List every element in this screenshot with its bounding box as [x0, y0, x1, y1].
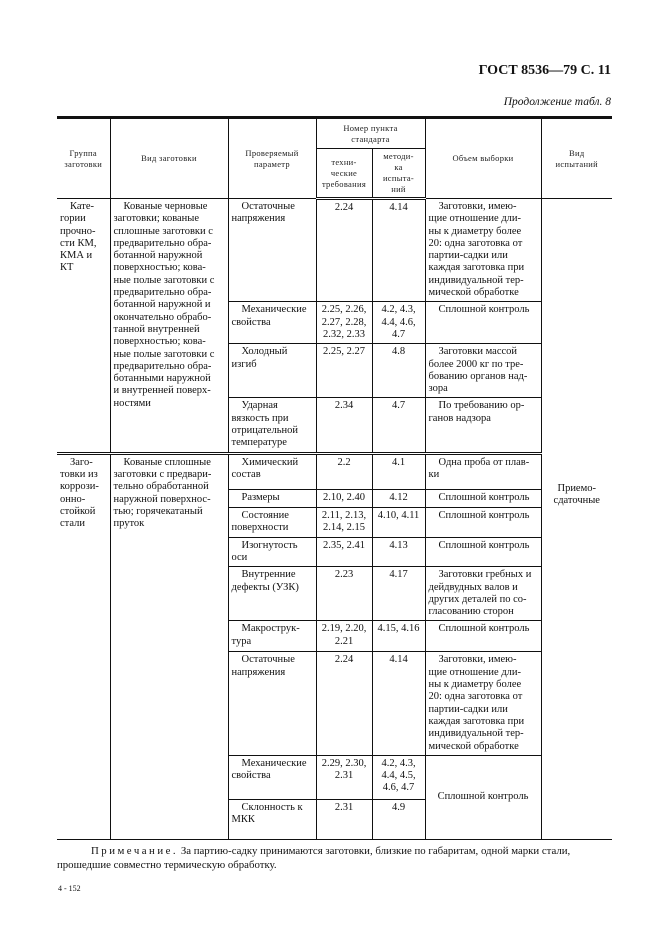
tech-cell: 2.31	[315, 798, 373, 840]
inspection-table: Группа заготовки Вид заготовки Проверяем…	[57, 116, 612, 840]
sample-cell: Сплошной контроль	[424, 620, 542, 653]
tech-cell: 2.19, 2.20, 2.21	[315, 620, 373, 653]
header-param: Проверяемый параметр	[227, 116, 317, 199]
table-row: Кате- гории прочно- сти КМ, КМА и КТ Ков…	[57, 197, 612, 840]
table-note: Примечание. За партию-садку принимаются …	[57, 844, 612, 872]
sample-cell: Заготовки массой более 2000 кг по тре- б…	[424, 343, 542, 399]
tech-cell: 2.24	[315, 197, 373, 303]
param-cell: Механические свойства	[227, 301, 317, 345]
table-row: Внутренние дефекты (УЗК) 2.23 4.17 Загот…	[57, 566, 612, 622]
param-cell: Химический состав	[227, 451, 317, 490]
table-row: Механические свойства 2.25, 2.26, 2.27, …	[57, 301, 612, 345]
header-test: Вид испытаний	[540, 116, 612, 199]
method-cell: 4.14	[371, 651, 426, 756]
header-method: методи- ка испыта- ний	[371, 148, 426, 200]
param-cell: Склонность к МКК	[227, 798, 317, 840]
param-cell: Изогнутость оси	[227, 536, 317, 568]
tech-cell: 2.34	[315, 397, 373, 454]
param-cell: Холодный изгиб	[227, 343, 317, 399]
tech-cell: 2.11, 2.13, 2.14, 2.15	[315, 506, 373, 538]
group-cell: Заго- товки из коррози- онно- стойкой ст…	[57, 451, 111, 840]
param-cell: Ударная вязкость при отрицательной темпе…	[227, 397, 317, 454]
param-cell: Остаточные напряжения	[227, 197, 317, 303]
sample-cell: По требованию ор- ганов надзора	[424, 397, 542, 454]
tech-cell: 2.25, 2.27	[315, 343, 373, 399]
method-cell: 4.8	[371, 343, 426, 399]
param-cell: Внутренние дефекты (УЗК)	[227, 566, 317, 622]
param-cell: Размеры	[227, 488, 317, 508]
page-body: Группа заготовки Вид заготовки Проверяем…	[57, 116, 612, 893]
method-cell: 4.10, 4.11	[371, 506, 426, 538]
tech-cell: 2.35, 2.41	[315, 536, 373, 568]
param-cell: Состояние поверхности	[227, 506, 317, 538]
table-row: Состояние поверхности 2.11, 2.13, 2.14, …	[57, 506, 612, 538]
sample-cell: Заготовки, имею- щие отношение дли- ны к…	[424, 197, 542, 303]
method-cell: 4.1	[371, 451, 426, 490]
method-cell: 4.12	[371, 488, 426, 508]
table-row: Изогнутость оси 2.35, 2.41 4.13 Сплошной…	[57, 536, 612, 568]
method-cell: 4.2, 4.3, 4.4, 4.6, 4.7	[371, 301, 426, 345]
sample-cell: Сплошной контроль	[424, 536, 542, 568]
param-cell: Макрострук- тура	[227, 620, 317, 653]
tech-cell: 2.29, 2.30, 2.31	[315, 754, 373, 800]
table-row: Склонность к МКК 2.31 4.9	[57, 798, 612, 840]
header-group: Группа заготовки	[57, 116, 111, 199]
table-row: Ударная вязкость при отрицательной темпе…	[57, 397, 612, 454]
sample-cell: Заготовки, имею- щие отношение дли- ны к…	[424, 651, 542, 756]
page-header: ГОСТ 8536—79 С. 11	[478, 63, 611, 78]
table-row: Размеры 2.10, 2.40 4.12 Сплошной контрол…	[57, 488, 612, 508]
tech-cell: 2.25, 2.26, 2.27, 2.28, 2.32, 2.33	[315, 301, 373, 345]
header-clause: Номер пункта стандарта	[315, 116, 426, 149]
tech-cell: 2.2	[315, 451, 373, 490]
sample-cell: Сплошной контроль	[424, 488, 542, 508]
method-cell: 4.2, 4.3, 4.4, 4.5, 4.6, 4.7	[371, 754, 426, 800]
method-cell: 4.17	[371, 566, 426, 622]
sample-cell: Заготовки гребных и дейдвудных валов и д…	[424, 566, 542, 622]
note-text: За партию-садку принимаются заготовки, б…	[57, 844, 571, 871]
table-row: Холодный изгиб 2.25, 2.27 4.8 Заготовки …	[57, 343, 612, 399]
table-row: Макрострук- тура 2.19, 2.20, 2.21 4.15, …	[57, 620, 612, 653]
sample-cell: Сплошной контроль	[424, 301, 542, 345]
footer-code: 4 - 152	[58, 883, 81, 893]
test-type-cell: Приемо- сдаточные	[540, 198, 612, 840]
method-cell: 4.7	[371, 397, 426, 454]
table-row: Остаточные напряжения 2.24 4.14 Заготовк…	[57, 651, 612, 756]
header-kind: Вид заготовки	[109, 116, 229, 199]
sample-cell: Сплошной контроль	[424, 506, 542, 538]
param-cell: Остаточные напряжения	[227, 651, 317, 756]
tech-cell: 2.23	[315, 566, 373, 622]
param-cell: Механические свойства	[227, 754, 317, 800]
table-continuation-label: Продолжение табл. 8	[503, 96, 611, 108]
kind-cell: Кованые сплошные заготовки с предвари- т…	[109, 451, 229, 840]
header-tech: техни- ческие требования	[315, 148, 373, 200]
method-cell: 4.13	[371, 536, 426, 568]
sample-cell: Сплошной контроль	[424, 754, 542, 840]
table-row: Механические свойства 2.29, 2.30, 2.31 4…	[57, 754, 612, 840]
group-cell: Кате- гории прочно- сти КМ, КМА и КТ	[57, 198, 111, 454]
table-row: Заго- товки из коррози- онно- стойкой ст…	[57, 451, 612, 840]
tech-cell: 2.10, 2.40	[315, 488, 373, 508]
method-cell: 4.15, 4.16	[371, 620, 426, 653]
header-sample: Объем выборки	[424, 116, 542, 199]
method-cell: 4.9	[371, 798, 426, 840]
tech-cell: 2.24	[315, 651, 373, 756]
sample-cell: Одна проба от плав- ки	[424, 451, 542, 490]
kind-cell: Кованые черновые заготовки; кованые спло…	[109, 198, 229, 454]
method-cell: 4.14	[371, 197, 426, 303]
note-label: Примечание.	[91, 844, 179, 857]
